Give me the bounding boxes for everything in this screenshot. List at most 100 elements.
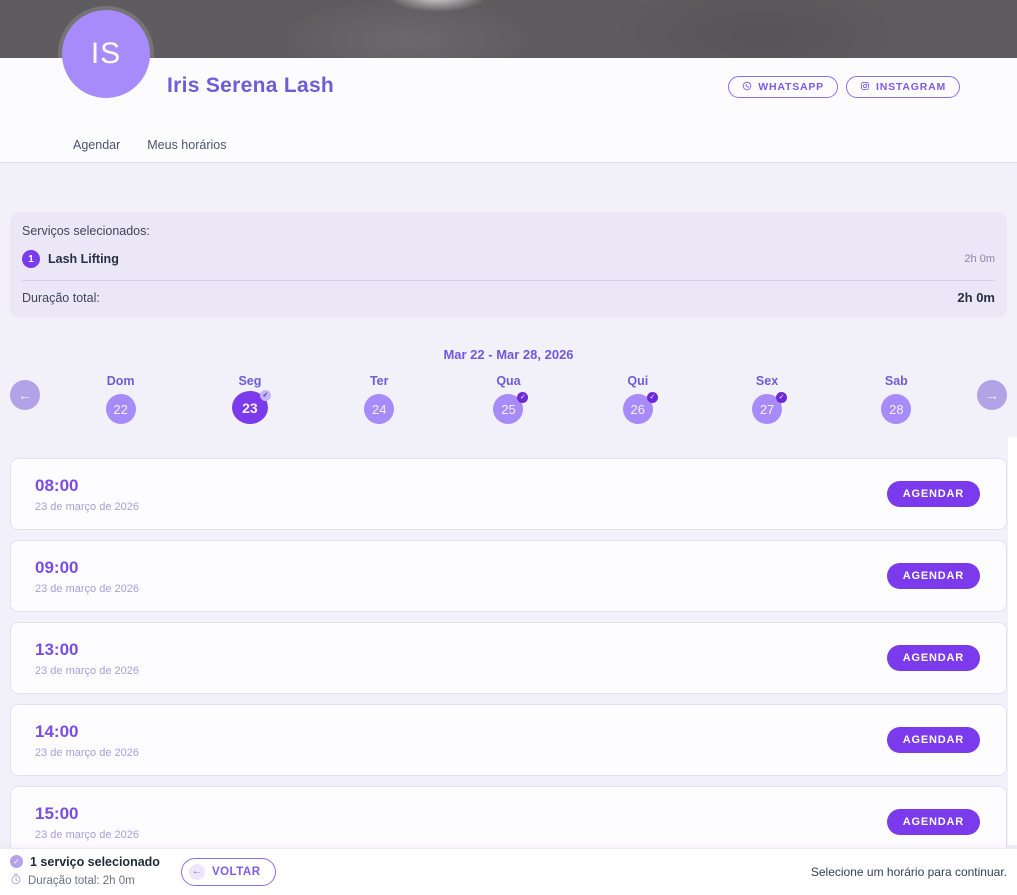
instagram-label: INSTAGRAM	[876, 81, 946, 93]
selected-count-text: 1 serviço selecionado	[30, 854, 160, 869]
cover-banner	[0, 0, 1017, 58]
avatar-initials: IS	[90, 37, 122, 70]
agendar-button-0800[interactable]: AGENDAR	[886, 481, 980, 507]
arrow-left-icon: ←	[188, 864, 205, 880]
check-circle-icon: ✓	[10, 855, 23, 868]
instagram-icon	[860, 81, 870, 94]
service-item: 1 Lash Lifting 2h 0m	[22, 248, 995, 280]
services-title: Serviços selecionados:	[22, 224, 150, 238]
day-25[interactable]: 25 ✓	[493, 392, 529, 424]
slot-time: 13:00	[35, 639, 79, 659]
slot-time: 08:00	[35, 475, 79, 495]
total-duration-value: 2h 0m	[957, 290, 995, 305]
day-28[interactable]: 28	[881, 394, 912, 424]
day-number: 24	[371, 401, 387, 417]
slot-date: 23 de março de 2026	[35, 828, 139, 841]
day-number: 26	[630, 401, 645, 417]
whatsapp-label: WHATSAPP	[758, 81, 824, 93]
slot-time: 14:00	[35, 721, 79, 741]
day-name: Sab	[884, 374, 908, 388]
prev-week-button[interactable]: ←	[10, 380, 40, 410]
agendar-button-1500[interactable]: AGENDAR	[886, 809, 980, 835]
slot-card-1400: 14:00 23 de março de 2026 AGENDAR	[10, 704, 1007, 776]
whatsapp-icon	[742, 81, 752, 94]
instagram-button[interactable]: INSTAGRAM	[846, 76, 960, 98]
voltar-label: VOLTAR	[211, 866, 261, 878]
availability-check-icon: ✓	[517, 392, 529, 403]
selection-summary: ✓ 1 serviço selecionado Duração total: 2…	[8, 855, 160, 890]
day-column-dom: Dom 22	[56, 374, 185, 424]
day-number: 28	[889, 401, 904, 417]
slot-info: 09:00 23 de março de 2026	[35, 558, 139, 595]
clock-icon	[10, 872, 22, 890]
slot-card-1300: 13:00 23 de março de 2026 AGENDAR	[10, 622, 1007, 694]
day-column-sab: Sab 28	[832, 374, 961, 424]
slot-date: 23 de março de 2026	[35, 664, 139, 677]
scrollbar-track[interactable]	[1008, 437, 1017, 845]
day-name: Qua	[496, 374, 521, 388]
day-column-sex: Sex 27 ✓	[702, 374, 831, 424]
day-name: Sex	[755, 374, 779, 388]
agendar-button-1300[interactable]: AGENDAR	[886, 645, 980, 671]
avatar: IS	[62, 10, 150, 98]
slot-date: 23 de março de 2026	[35, 582, 139, 595]
week-day-picker: ← → Dom 22 Seg 23 ✓ Ter 24 Qua 25 ✓ Qui 26…	[10, 374, 1007, 424]
availability-check-icon: ✓	[646, 392, 658, 403]
agendar-button-0900[interactable]: AGENDAR	[886, 563, 980, 589]
slot-card-0800: 08:00 23 de março de 2026 AGENDAR	[10, 458, 1007, 530]
day-number: 22	[113, 401, 128, 417]
selected-services-panel: Serviços selecionados: 1 Lash Lifting 2h…	[10, 212, 1007, 318]
whatsapp-button[interactable]: WHATSAPP	[728, 76, 838, 98]
profile-header: IS Iris Serena Lash WHATSAPP INSTAGRAM A…	[0, 10, 1017, 163]
next-week-button[interactable]: →	[977, 380, 1007, 410]
slot-date: 23 de março de 2026	[35, 746, 139, 759]
total-duration-row: Duração total: 2h 0m	[22, 281, 995, 318]
day-column-qui: Qui 26 ✓	[573, 374, 702, 424]
day-23-selected[interactable]: 23 ✓	[231, 390, 271, 424]
day-name: Seg	[238, 374, 262, 388]
day-number: 23	[242, 399, 258, 416]
nav-tabs: Agendar Meus horários	[73, 138, 226, 152]
slot-info: 14:00 23 de março de 2026	[35, 722, 139, 759]
service-index-badge: 1	[22, 250, 40, 268]
time-slot-list: 08:00 23 de março de 2026 AGENDAR 09:00 …	[10, 458, 1007, 858]
service-duration: 2h 0m	[964, 253, 995, 265]
footer-bar: ✓ 1 serviço selecionado Duração total: 2…	[0, 848, 1017, 895]
slot-time: 15:00	[35, 803, 79, 823]
day-27[interactable]: 27 ✓	[752, 392, 788, 424]
duration-total-text: Duração total: 2h 0m	[28, 874, 135, 887]
social-buttons: WHATSAPP INSTAGRAM	[728, 76, 960, 98]
slot-info: 08:00 23 de março de 2026	[35, 476, 139, 513]
divider	[22, 280, 995, 281]
total-duration-label: Duração total:	[22, 290, 100, 305]
day-26[interactable]: 26 ✓	[622, 392, 658, 424]
day-name: Ter	[369, 374, 389, 388]
day-name: Dom	[106, 374, 135, 388]
voltar-button[interactable]: ← VOLTAR	[180, 858, 276, 886]
arrow-left-icon: ←	[18, 387, 32, 403]
page-title: Iris Serena Lash	[167, 74, 335, 97]
day-number: 25	[501, 401, 516, 417]
slot-date: 23 de março de 2026	[35, 500, 139, 513]
availability-check-icon: ✓	[259, 390, 271, 401]
slot-card-0900: 09:00 23 de março de 2026 AGENDAR	[10, 540, 1007, 612]
day-column-seg: Seg 23 ✓	[185, 374, 314, 424]
day-24[interactable]: 24	[364, 394, 395, 424]
day-column-ter: Ter 24	[315, 374, 444, 424]
arrow-right-icon: →	[985, 387, 999, 403]
tab-agendar[interactable]: Agendar	[73, 138, 121, 152]
availability-check-icon: ✓	[776, 392, 788, 403]
agendar-button-1400[interactable]: AGENDAR	[886, 727, 980, 753]
slot-info: 13:00 23 de março de 2026	[35, 640, 139, 677]
day-number: 27	[759, 401, 775, 417]
day-column-qua: Qua 25 ✓	[444, 374, 573, 424]
footer-hint-text: Selecione um horário para continuar.	[810, 865, 1007, 879]
slot-card-1500: 15:00 23 de março de 2026 AGENDAR	[10, 786, 1007, 858]
tab-meus-horarios[interactable]: Meus horários	[147, 138, 227, 152]
day-22[interactable]: 22	[105, 394, 136, 424]
week-range-label: Mar 22 - Mar 28, 2026	[443, 347, 574, 362]
slot-time: 09:00	[35, 557, 79, 577]
slot-info: 15:00 23 de março de 2026	[35, 804, 139, 841]
day-name: Qui	[627, 374, 649, 388]
service-name: Lash Lifting	[48, 252, 119, 266]
